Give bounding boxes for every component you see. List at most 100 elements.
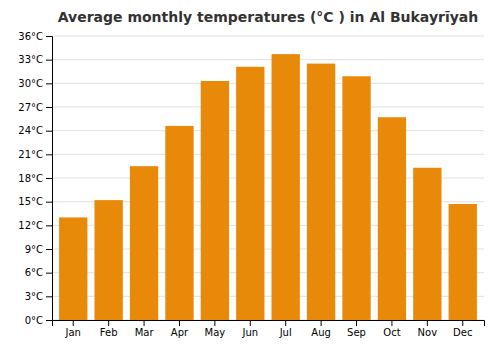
tick-label: Feb bbox=[100, 327, 118, 338]
tick-label: 30°C bbox=[18, 78, 43, 89]
tick-label: Aug bbox=[311, 327, 331, 338]
tick-mark bbox=[462, 320, 463, 326]
tick-label: Nov bbox=[418, 327, 438, 338]
tick-label: 3°C bbox=[25, 291, 43, 302]
tick: Apr bbox=[171, 320, 189, 338]
tick-label: 18°C bbox=[18, 173, 43, 184]
tick: 3°C bbox=[25, 291, 52, 302]
tick-mark bbox=[391, 320, 392, 326]
tick: 15°C bbox=[18, 196, 52, 207]
tick: Jan bbox=[65, 320, 81, 338]
tick-mark bbox=[250, 320, 251, 326]
tick: 30°C bbox=[18, 78, 52, 89]
grid-line bbox=[52, 130, 484, 131]
tick-mark bbox=[285, 320, 286, 326]
tick-label: 27°C bbox=[18, 102, 43, 113]
tick-mark bbox=[356, 320, 357, 326]
tick-mark bbox=[46, 60, 52, 61]
tick: 24°C bbox=[18, 125, 52, 136]
tick: Mar bbox=[135, 320, 155, 338]
tick-mark bbox=[46, 296, 52, 297]
tick-mark bbox=[179, 320, 180, 326]
tick-label: Jul bbox=[279, 327, 292, 338]
tick-mark bbox=[46, 225, 52, 226]
tick: Sep bbox=[347, 320, 366, 338]
tick: Feb bbox=[100, 320, 118, 338]
bar bbox=[165, 126, 193, 320]
grid-line bbox=[52, 154, 484, 155]
tick: 0°C bbox=[25, 315, 52, 326]
bar bbox=[236, 67, 264, 320]
tick: Oct bbox=[383, 320, 400, 338]
tick-mark bbox=[427, 320, 428, 326]
tick-label: 0°C bbox=[25, 315, 43, 326]
tick: Aug bbox=[311, 320, 331, 338]
grid-line bbox=[52, 83, 484, 84]
tick-label: Sep bbox=[347, 327, 366, 338]
bar bbox=[307, 64, 335, 320]
tick: May bbox=[205, 320, 226, 338]
tick-mark bbox=[46, 273, 52, 274]
tick-label: 15°C bbox=[18, 196, 43, 207]
axis-line bbox=[46, 37, 53, 321]
tick: Jun bbox=[241, 320, 258, 338]
tick-mark bbox=[46, 131, 52, 132]
tick-mark bbox=[46, 202, 52, 203]
grid-line bbox=[52, 107, 484, 108]
grid-line bbox=[52, 36, 484, 37]
bar bbox=[413, 168, 441, 320]
tick-mark bbox=[46, 154, 52, 155]
grid bbox=[52, 36, 484, 320]
tick-label: 6°C bbox=[25, 267, 43, 278]
plot: 0°C 3°C 6°C 9°C 12°C 15°C 18°C 21°C 24°C 27°C 30°C… bbox=[18, 31, 484, 338]
tick-label: Jan bbox=[65, 327, 81, 338]
tick: 6°C bbox=[25, 267, 52, 278]
bar bbox=[342, 76, 370, 320]
tick-mark bbox=[321, 320, 322, 326]
tick: 21°C bbox=[18, 149, 52, 160]
bar bbox=[94, 200, 122, 320]
tick-mark bbox=[46, 320, 52, 321]
tick-label: 36°C bbox=[18, 31, 43, 42]
tick: 12°C bbox=[18, 220, 52, 231]
tick-label: Jun bbox=[241, 327, 258, 338]
tick: Nov bbox=[418, 320, 438, 338]
tick: 36°C bbox=[18, 31, 52, 42]
tick-mark bbox=[73, 320, 74, 326]
tick-label: May bbox=[205, 327, 226, 338]
tick-mark bbox=[46, 83, 52, 84]
chart: Average monthly temperatures (°C ) in Al… bbox=[0, 0, 500, 350]
bar bbox=[378, 117, 406, 320]
tick: 27°C bbox=[18, 102, 52, 113]
tick-mark bbox=[46, 107, 52, 108]
tick: 18°C bbox=[18, 173, 52, 184]
grid-line bbox=[52, 59, 484, 60]
x-axis: Jan Feb Mar Apr May Jun Jul Aug Sep Oct Nov Dec bbox=[53, 320, 485, 338]
tick-label: 33°C bbox=[18, 54, 43, 65]
tick: 9°C bbox=[25, 244, 52, 255]
y-axis: 0°C 3°C 6°C 9°C 12°C 15°C 18°C 21°C 24°C 27°C 30°C… bbox=[18, 31, 52, 326]
tick-mark bbox=[46, 178, 52, 179]
bar bbox=[59, 217, 87, 320]
tick-label: Mar bbox=[135, 327, 155, 338]
bar bbox=[449, 204, 477, 320]
tick: Dec bbox=[453, 320, 472, 338]
tick-label: 9°C bbox=[25, 244, 43, 255]
tick-mark bbox=[46, 249, 52, 250]
tick-mark bbox=[46, 36, 52, 37]
bar bbox=[272, 54, 300, 320]
bars bbox=[59, 54, 477, 320]
tick-label: 12°C bbox=[18, 220, 43, 231]
title: Average monthly temperatures (°C ) in Al… bbox=[58, 9, 479, 25]
bar bbox=[201, 81, 229, 320]
tick-mark bbox=[144, 320, 145, 326]
tick-label: Dec bbox=[453, 327, 472, 338]
tick: Jul bbox=[279, 320, 292, 338]
tick-label: 24°C bbox=[18, 125, 43, 136]
tick-label: 21°C bbox=[18, 149, 43, 160]
bar bbox=[130, 166, 158, 320]
axis-line bbox=[53, 321, 485, 327]
tick-label: Apr bbox=[171, 327, 189, 338]
tick-mark bbox=[108, 320, 109, 326]
tick-mark bbox=[214, 320, 215, 326]
